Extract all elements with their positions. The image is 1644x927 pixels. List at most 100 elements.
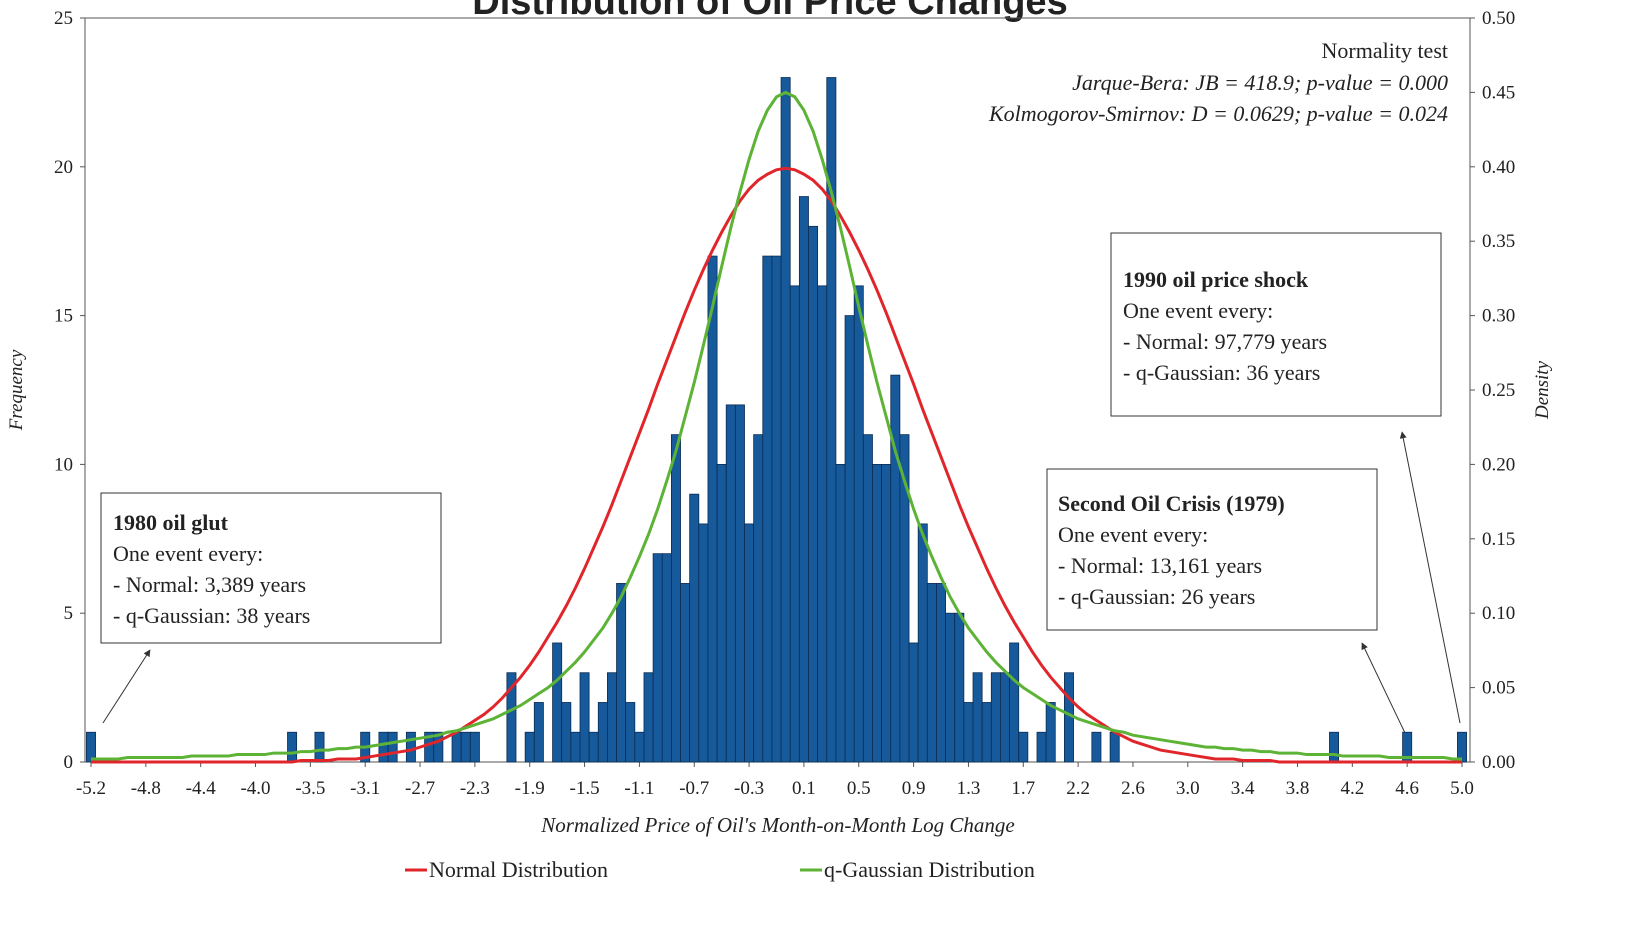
bar	[579, 672, 590, 763]
bar	[405, 731, 416, 763]
y-tick-label: 10	[54, 454, 73, 475]
y2-tick-label: 0.30	[1482, 306, 1515, 327]
bar	[1091, 731, 1102, 763]
x-tick-label: 3.8	[1286, 778, 1310, 799]
legend-label: q-Gaussian Distribution	[824, 857, 1035, 882]
x-tick-label: 0.9	[902, 778, 926, 799]
bar	[826, 77, 837, 763]
bar	[1045, 702, 1056, 763]
bar	[744, 523, 755, 763]
bar	[881, 463, 892, 763]
annotation-line: - q-Gaussian: 26 years	[1058, 584, 1255, 609]
bar	[314, 731, 325, 763]
annotation-line: - Normal: 13,161 years	[1058, 553, 1262, 578]
bar	[771, 255, 782, 763]
bar	[789, 285, 800, 763]
x-tick-label: -3.1	[350, 778, 380, 799]
x-tick-label: -2.7	[405, 778, 435, 799]
bar	[725, 404, 736, 763]
y2-tick-label: 0.40	[1482, 157, 1515, 178]
bar	[570, 731, 581, 763]
x-tick-label: -4.0	[240, 778, 270, 799]
bar	[670, 434, 681, 763]
arrow	[1399, 431, 1461, 724]
arrow	[102, 649, 151, 724]
y-tick-label: 0	[64, 752, 74, 773]
x-tick-label: 2.6	[1121, 778, 1145, 799]
annotation-line: One event every:	[113, 541, 263, 566]
bar	[616, 583, 627, 763]
bar	[698, 523, 709, 763]
annotation-line: - q-Gaussian: 38 years	[113, 603, 310, 628]
y2-tick-label: 0.20	[1482, 454, 1515, 475]
x-tick-label: 1.7	[1011, 778, 1035, 799]
bar	[780, 77, 791, 763]
y2-tick-label: 0.10	[1482, 603, 1515, 624]
bar	[753, 434, 764, 763]
annotation-title: 1990 oil price shock	[1123, 267, 1309, 292]
y2-tick-label: 0.05	[1482, 678, 1515, 699]
annotation-title: Second Oil Crisis (1979)	[1058, 491, 1285, 516]
y2-tick-label: 0.25	[1482, 380, 1515, 401]
bar	[1329, 731, 1340, 763]
bar	[1036, 731, 1047, 763]
bar	[972, 672, 983, 763]
y2-axis-label: Density	[1532, 360, 1553, 420]
normality-line: Jarque-Bera: JB = 418.9; p-value = 0.000	[1072, 70, 1448, 95]
bar	[853, 285, 864, 763]
normality-title: Normality test	[1322, 38, 1448, 63]
y-tick-label: 25	[54, 8, 73, 29]
x-tick-label: -1.9	[515, 778, 545, 799]
bar	[287, 731, 298, 763]
density-curve	[91, 166, 1462, 764]
normality-line: Kolmogorov-Smirnov: D = 0.0629; p-value …	[988, 101, 1448, 126]
bar	[844, 315, 855, 763]
x-tick-label: -2.3	[460, 778, 490, 799]
bar	[917, 523, 928, 763]
x-tick-label: 2.2	[1066, 778, 1090, 799]
bar	[378, 731, 389, 763]
x-tick-label: -0.3	[734, 778, 764, 799]
bar	[625, 702, 636, 763]
bar	[387, 731, 398, 763]
x-tick-label: 1.3	[957, 778, 981, 799]
bar	[835, 463, 846, 763]
bar	[798, 196, 809, 763]
bar	[926, 583, 937, 763]
y-tick-label: 15	[54, 306, 73, 327]
bar	[561, 702, 572, 763]
bar	[1009, 642, 1020, 763]
x-tick-label: -4.8	[131, 778, 161, 799]
annotation-line: One event every:	[1058, 522, 1208, 547]
bar	[936, 583, 946, 763]
bar	[908, 642, 919, 763]
y-tick-label: 20	[54, 157, 73, 178]
x-tick-label: 5.0	[1450, 778, 1474, 799]
annotation-line: - q-Gaussian: 36 years	[1123, 360, 1320, 385]
annotation-box	[1046, 468, 1378, 631]
bar	[469, 731, 480, 763]
y-axis-label: Frequency	[6, 349, 27, 431]
bar	[945, 612, 956, 763]
annotation-box	[100, 492, 442, 644]
bar	[634, 731, 645, 763]
x-axis-label: Normalized Price of Oil's Month-on-Month…	[540, 813, 1014, 837]
annotation-box	[1110, 232, 1442, 417]
x-tick-label: -3.5	[295, 778, 325, 799]
bar	[588, 731, 599, 763]
bar	[1109, 731, 1120, 763]
bar	[652, 553, 663, 763]
annotation-line: - Normal: 97,779 years	[1123, 329, 1327, 354]
x-tick-label: 4.2	[1340, 778, 1364, 799]
bar	[460, 731, 471, 763]
bar	[862, 434, 873, 763]
annotation-title: 1980 oil glut	[113, 510, 229, 535]
bar	[552, 642, 563, 763]
bar	[817, 285, 828, 763]
x-tick-label: -5.2	[76, 778, 106, 799]
density-curve	[91, 90, 1462, 761]
bar	[734, 404, 745, 763]
x-tick-label: -0.7	[679, 778, 709, 799]
legend-label: Normal Distribution	[429, 857, 608, 882]
